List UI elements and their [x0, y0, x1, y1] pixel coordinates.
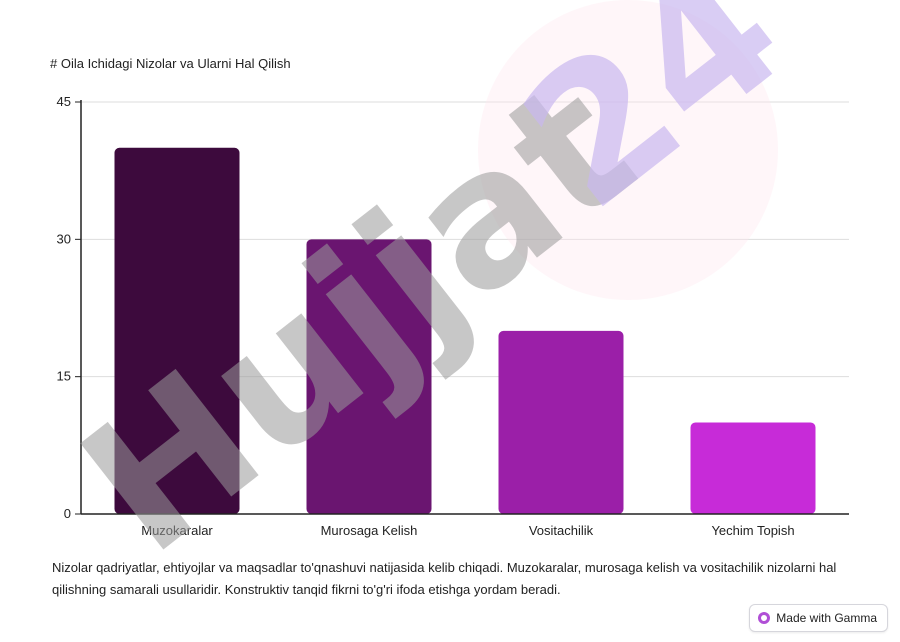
- axes: [75, 100, 849, 515]
- x-tick-label: Muzokaralar: [141, 523, 213, 538]
- y-tick-label: 45: [57, 94, 71, 109]
- y-tick-label: 15: [57, 369, 71, 384]
- x-tick-label: Murosaga Kelish: [321, 523, 418, 538]
- x-tick-label: Yechim Topish: [711, 523, 794, 538]
- made-with-gamma-badge[interactable]: Made with Gamma: [749, 604, 888, 632]
- y-tick-label: 30: [57, 231, 71, 246]
- bar-yechim-topish: [690, 422, 816, 514]
- chart-description: Nizolar qadriyatlar, ehtiyojlar va maqsa…: [52, 560, 837, 597]
- bar-muzokaralar: [114, 147, 240, 514]
- x-tick-label: Vositachilik: [529, 523, 594, 538]
- bar-murosaga-kelish: [306, 239, 432, 515]
- y-tick-label: 0: [64, 506, 71, 521]
- bar-vositachilik: [498, 330, 624, 514]
- watermark-glow: [478, 0, 778, 300]
- badge-label: Made with Gamma: [776, 611, 877, 625]
- bars: [114, 147, 816, 515]
- tick-labels: 0 15 30 45 Muzokaralar Murosaga Kelish Vositac…: [57, 94, 795, 538]
- chart-title: # Oila Ichidagi Nizolar va Ularni Hal Qi…: [50, 56, 291, 71]
- gamma-logo-icon: [758, 612, 771, 624]
